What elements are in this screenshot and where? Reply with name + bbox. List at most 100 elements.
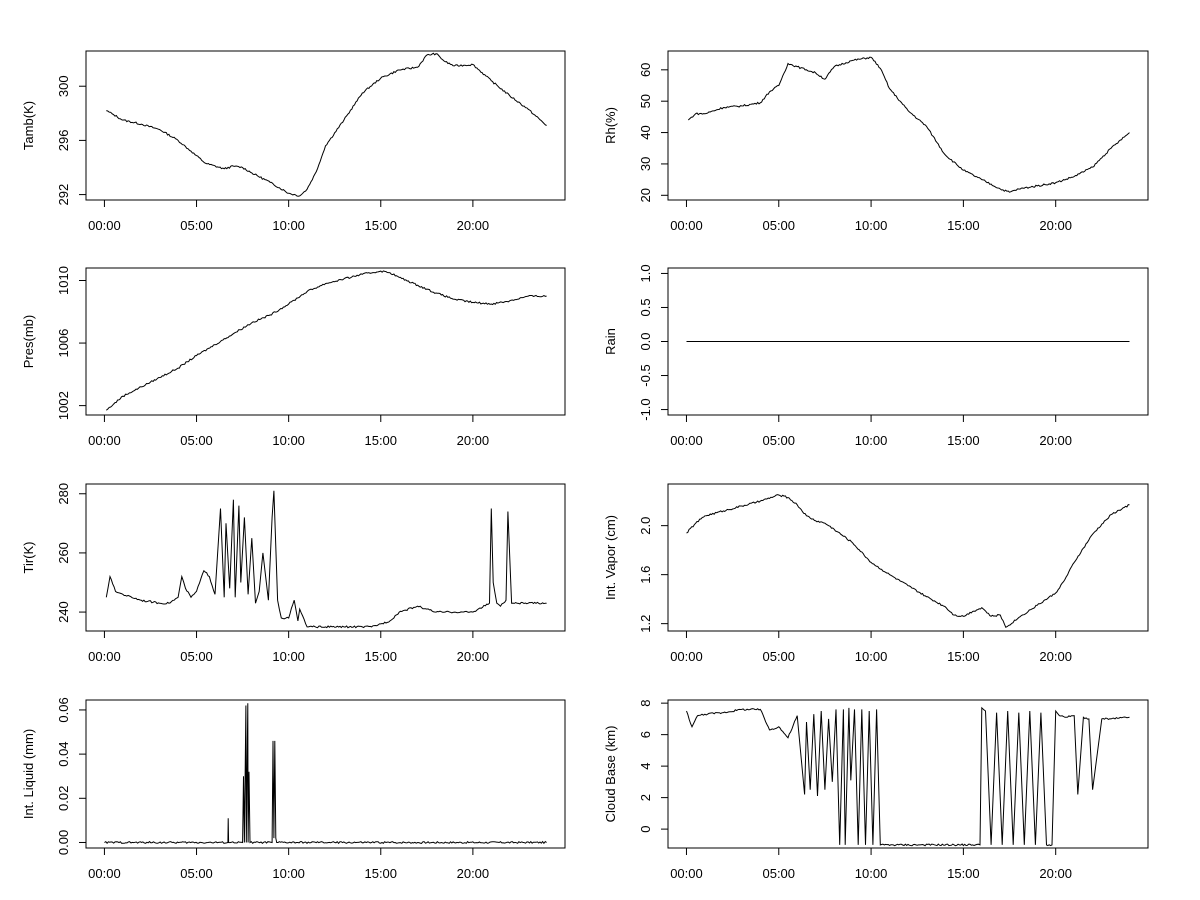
plot-frame [85, 267, 566, 416]
y-axis-label: Rain [603, 328, 618, 355]
x-tick-label: 00:00 [670, 433, 703, 448]
panel-7: 00:00 05:00 10:00 15:00 20:00 0.00 0.02 0.04 0.0… [21, 697, 566, 881]
panel-2: 00:00 05:00 10:00 15:00 20:00 20 30 40 50 60 Rh(%) [603, 50, 1149, 233]
x-tick-label: 15:00 [364, 433, 397, 448]
y-axis-label: Pres(mb) [21, 315, 36, 368]
y-tick-label: 4 [638, 763, 653, 770]
x-tick-label: 20:00 [457, 433, 490, 448]
x-tick-label: 10:00 [272, 866, 305, 881]
y-tick-label: 0.06 [56, 697, 71, 722]
x-tick-label: 05:00 [762, 649, 795, 664]
x-tick-label: 15:00 [364, 649, 397, 664]
y-tick-label: 0.00 [56, 830, 71, 855]
y-tick-label: 296 [56, 130, 71, 152]
y-tick-label: 2.0 [638, 517, 653, 535]
plot-frame [667, 50, 1149, 201]
y-tick-label: -1.0 [638, 398, 653, 420]
x-tick-label: 00:00 [670, 218, 703, 233]
series-line [687, 56, 1130, 193]
y-tick-label: 40 [638, 125, 653, 139]
y-tick-label: 0.0 [638, 332, 653, 350]
x-tick-label: 15:00 [947, 433, 980, 448]
x-tick-label: 20:00 [1039, 433, 1072, 448]
x-tick-label: 05:00 [180, 433, 213, 448]
x-tick-label: 10:00 [272, 649, 305, 664]
y-tick-label: 1.0 [638, 264, 653, 282]
y-tick-label: 30 [638, 157, 653, 171]
y-axis-label: Tir(K) [21, 541, 36, 573]
x-tick-label: 15:00 [947, 866, 980, 881]
y-tick-label: 0.5 [638, 298, 653, 316]
panel-1: 00:00 05:00 10:00 15:00 20:00 292 296 300 Tamb(K… [21, 50, 566, 233]
y-tick-label: 0.04 [56, 741, 71, 766]
y-tick-label: 1010 [56, 266, 71, 295]
y-tick-label: 0 [638, 825, 653, 832]
panel-6: 00:00 05:00 10:00 15:00 20:00 1.2 1.6 2.0 Int. V… [603, 483, 1149, 664]
x-tick-label: 10:00 [272, 218, 305, 233]
y-axis-label: Tamb(K) [21, 101, 36, 150]
series-line [686, 706, 1130, 847]
x-tick-label: 05:00 [180, 649, 213, 664]
x-tick-label: 00:00 [670, 649, 703, 664]
x-tick-label: 20:00 [457, 649, 490, 664]
y-axis-label: Rh(%) [603, 107, 618, 144]
panel-4: 00:00 05:00 10:00 15:00 20:00 -1.0 -0.5 0.0 0.5 1… [603, 264, 1149, 448]
x-tick-label: 15:00 [947, 649, 980, 664]
x-tick-label: 20:00 [1039, 218, 1072, 233]
x-tick-label: 00:00 [88, 866, 121, 881]
x-tick-label: 20:00 [457, 866, 490, 881]
y-tick-label: 292 [56, 184, 71, 206]
x-tick-label: 05:00 [762, 866, 795, 881]
x-tick-label: 10:00 [855, 649, 888, 664]
plot-frame [85, 699, 566, 849]
y-tick-label: 260 [56, 542, 71, 564]
x-tick-label: 05:00 [762, 433, 795, 448]
x-tick-label: 00:00 [88, 433, 121, 448]
series-line [106, 52, 547, 197]
panel-8: 00:00 05:00 10:00 15:00 20:00 0 2 4 6 8 Cloud Base… [603, 699, 1149, 881]
series-line [686, 494, 1130, 628]
y-tick-label: 60 [638, 63, 653, 77]
y-tick-label: 300 [56, 75, 71, 97]
x-tick-label: 10:00 [855, 866, 888, 881]
y-tick-label: -0.5 [638, 364, 653, 386]
x-tick-label: 20:00 [457, 218, 490, 233]
y-tick-label: 0.02 [56, 786, 71, 811]
x-tick-label: 20:00 [1039, 866, 1072, 881]
x-tick-label: 00:00 [88, 218, 121, 233]
x-tick-label: 15:00 [364, 866, 397, 881]
y-tick-label: 1006 [56, 329, 71, 358]
x-tick-label: 05:00 [180, 866, 213, 881]
x-tick-label: 15:00 [947, 218, 980, 233]
y-tick-label: 1.6 [638, 566, 653, 584]
y-axis-label: Cloud Base (km) [603, 726, 618, 823]
y-tick-label: 8 [638, 700, 653, 707]
x-tick-label: 10:00 [272, 433, 305, 448]
y-axis-label: Int. Liquid (mm) [21, 729, 36, 819]
x-tick-label: 15:00 [364, 218, 397, 233]
plot-frame [85, 50, 566, 201]
y-tick-label: 1.2 [638, 615, 653, 633]
x-tick-label: 10:00 [855, 218, 888, 233]
y-tick-label: 2 [638, 794, 653, 801]
y-tick-label: 20 [638, 188, 653, 202]
series-line [105, 270, 547, 411]
panel-3: 00:00 05:00 10:00 15:00 20:00 1002 1006 1010 Pre… [21, 266, 566, 448]
y-tick-label: 6 [638, 731, 653, 738]
y-tick-label: 1002 [56, 391, 71, 420]
y-tick-label: 50 [638, 94, 653, 108]
x-tick-label: 05:00 [180, 218, 213, 233]
x-tick-label: 20:00 [1039, 649, 1072, 664]
panel-5: 00:00 05:00 10:00 15:00 20:00 240 260 280 Tir(K) [21, 483, 566, 664]
series-line [104, 703, 547, 845]
plot-frame [85, 483, 566, 632]
series-line [105, 490, 547, 629]
y-tick-label: 280 [56, 483, 71, 505]
x-tick-label: 05:00 [762, 218, 795, 233]
plot-frame [667, 483, 1149, 632]
x-tick-label: 00:00 [670, 866, 703, 881]
plot-frame [667, 699, 1149, 849]
x-tick-label: 00:00 [88, 649, 121, 664]
x-tick-label: 10:00 [855, 433, 888, 448]
